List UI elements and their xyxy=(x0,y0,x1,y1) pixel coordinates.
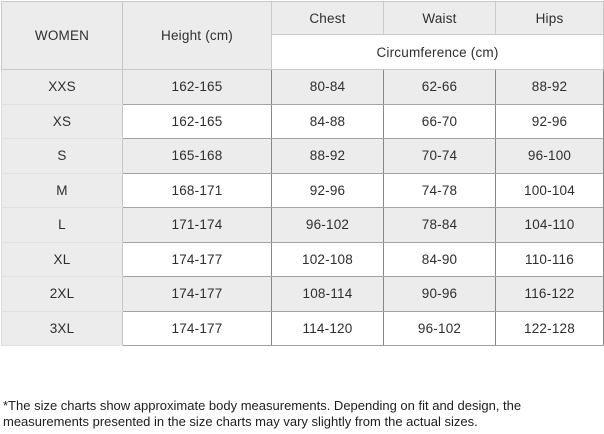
size-cell: XXS xyxy=(1,69,123,105)
hips-cell: 122-128 xyxy=(495,310,604,346)
table-row-xs: XS 162-165 84-88 66-70 92-96 xyxy=(1,103,604,139)
waist-cell: 96-102 xyxy=(383,310,496,346)
waist-cell: 74-78 xyxy=(383,172,496,208)
height-cell: 162-165 xyxy=(122,103,272,139)
height-cell: 174-177 xyxy=(122,241,272,277)
waist-cell: 78-84 xyxy=(383,207,496,243)
size-chart-body: XXS 162-165 80-84 62-66 88-92 XS 162-165… xyxy=(1,69,604,346)
height-cell: 165-168 xyxy=(122,138,272,174)
header-height: Height (cm) xyxy=(122,1,272,70)
size-chart-table: WOMEN Height (cm) Chest Waist Hips Circu… xyxy=(1,1,604,346)
footnote: *The size charts show approximate body m… xyxy=(3,398,522,429)
hips-cell: 92-96 xyxy=(495,103,604,139)
table-row-xxs: XXS 162-165 80-84 62-66 88-92 xyxy=(1,69,604,105)
table-row-l: L 171-174 96-102 78-84 104-110 xyxy=(1,207,604,243)
hips-cell: 96-100 xyxy=(495,138,604,174)
table-row-s: S 165-168 88-92 70-74 96-100 xyxy=(1,138,604,174)
chest-cell: 88-92 xyxy=(271,138,384,174)
header-row-measures: WOMEN Height (cm) Chest Waist Hips xyxy=(1,1,604,70)
chest-cell: 84-88 xyxy=(271,103,384,139)
header-chest: Chest xyxy=(271,1,384,35)
size-chart-header: WOMEN Height (cm) Chest Waist Hips Circu… xyxy=(1,1,604,70)
chest-cell: 96-102 xyxy=(271,207,384,243)
header-waist: Waist xyxy=(383,1,496,35)
header-row-circumference: Circumference (cm) xyxy=(2,34,604,70)
height-cell: 162-165 xyxy=(122,69,272,105)
size-cell: S xyxy=(1,138,123,174)
chest-cell: 102-108 xyxy=(271,241,384,277)
hips-cell: 110-116 xyxy=(495,241,604,277)
chest-cell: 80-84 xyxy=(271,69,384,105)
chest-cell: 92-96 xyxy=(271,172,384,208)
waist-cell: 66-70 xyxy=(383,103,496,139)
hips-cell: 104-110 xyxy=(495,207,604,243)
header-hips: Hips xyxy=(495,1,604,35)
size-cell: M xyxy=(1,172,123,208)
waist-cell: 84-90 xyxy=(383,241,496,277)
hips-cell: 88-92 xyxy=(495,69,604,105)
size-cell: XL xyxy=(1,241,123,277)
waist-cell: 90-96 xyxy=(383,276,496,312)
header-women: WOMEN xyxy=(1,1,123,70)
size-cell: 3XL xyxy=(1,310,123,346)
table-row-xl: XL 174-177 102-108 84-90 110-116 xyxy=(1,241,604,277)
waist-cell: 70-74 xyxy=(383,138,496,174)
height-cell: 174-177 xyxy=(122,276,272,312)
size-cell: XS xyxy=(1,103,123,139)
height-cell: 171-174 xyxy=(122,207,272,243)
table-row-2xl: 2XL 174-177 108-114 90-96 116-122 xyxy=(1,276,604,312)
size-cell: L xyxy=(1,207,123,243)
chest-cell: 108-114 xyxy=(271,276,384,312)
size-chart-container: WOMEN Height (cm) Chest Waist Hips Circu… xyxy=(1,1,604,346)
waist-cell: 62-66 xyxy=(383,69,496,105)
hips-cell: 116-122 xyxy=(495,276,604,312)
hips-cell: 100-104 xyxy=(495,172,604,208)
height-cell: 174-177 xyxy=(122,310,272,346)
table-row-3xl: 3XL 174-177 114-120 96-102 122-128 xyxy=(1,310,604,346)
height-cell: 168-171 xyxy=(122,172,272,208)
size-cell: 2XL xyxy=(1,276,123,312)
chest-cell: 114-120 xyxy=(271,310,384,346)
header-circumference: Circumference (cm) xyxy=(271,34,604,70)
table-row-m: M 168-171 92-96 74-78 100-104 xyxy=(1,172,604,208)
